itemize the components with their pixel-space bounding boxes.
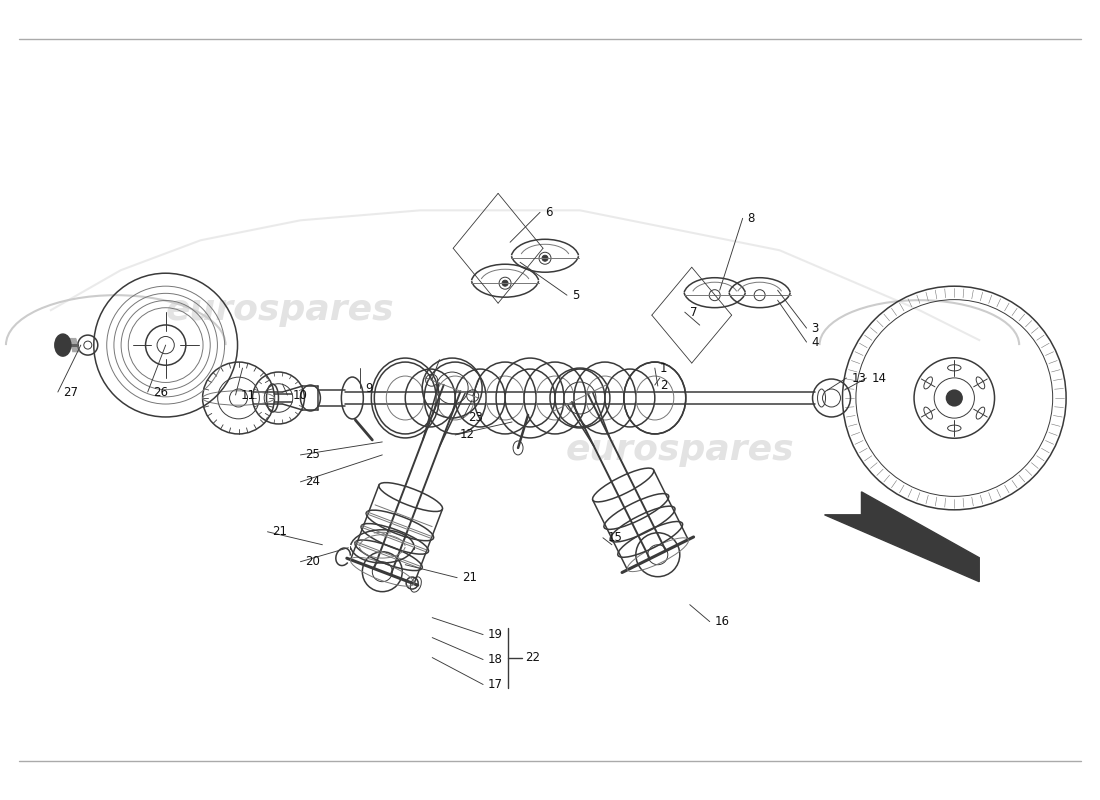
Text: 14: 14	[871, 371, 887, 385]
Text: 3: 3	[812, 322, 818, 334]
Text: 18: 18	[488, 653, 503, 666]
Text: 16: 16	[715, 615, 729, 628]
Circle shape	[542, 255, 548, 262]
Text: 1: 1	[660, 362, 668, 374]
Text: 15: 15	[608, 531, 623, 544]
Circle shape	[502, 280, 508, 286]
Text: 9: 9	[365, 382, 373, 394]
Text: 17: 17	[488, 678, 503, 691]
Text: 24: 24	[306, 475, 320, 488]
Text: 27: 27	[63, 386, 78, 398]
Text: 20: 20	[306, 555, 320, 568]
Text: 21: 21	[273, 526, 287, 538]
Text: 5: 5	[572, 289, 580, 302]
Text: 6: 6	[544, 206, 552, 219]
Text: 26: 26	[153, 386, 167, 398]
Text: 8: 8	[748, 212, 755, 225]
Text: 22: 22	[525, 651, 540, 664]
Text: 11: 11	[241, 389, 255, 402]
Text: 25: 25	[306, 449, 320, 462]
Text: 10: 10	[293, 389, 307, 402]
Text: eurospares: eurospares	[565, 433, 794, 467]
Text: 7: 7	[690, 306, 697, 318]
Text: 13: 13	[851, 371, 867, 385]
Text: 19: 19	[488, 628, 503, 641]
Text: 12: 12	[460, 429, 475, 442]
Text: 23: 23	[469, 411, 483, 425]
Text: eurospares: eurospares	[166, 293, 395, 327]
Ellipse shape	[55, 334, 70, 356]
Polygon shape	[825, 492, 979, 582]
Circle shape	[946, 390, 962, 406]
Text: 4: 4	[812, 336, 820, 349]
Text: 21: 21	[462, 571, 477, 584]
Text: 2: 2	[660, 378, 668, 391]
